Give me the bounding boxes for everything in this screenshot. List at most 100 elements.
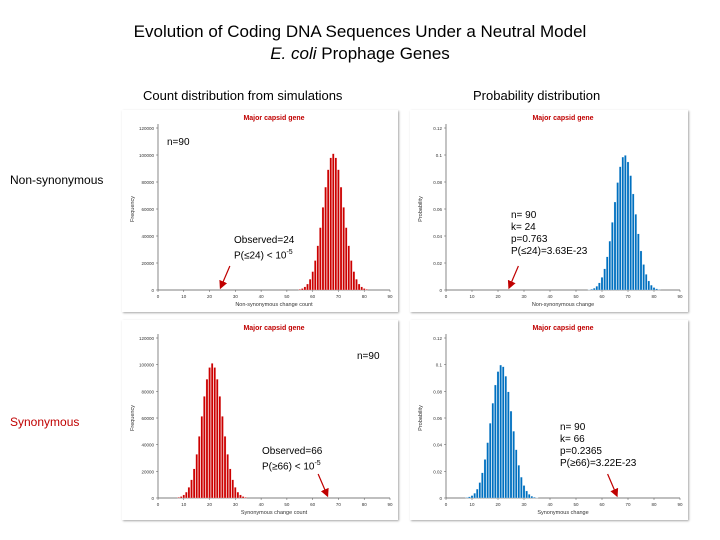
y-tick-label: 40000 [141, 443, 154, 448]
histogram-bar [608, 240, 611, 291]
histogram-bar [590, 289, 593, 291]
histogram-bar [203, 396, 206, 499]
histogram-bar [347, 245, 350, 291]
histogram-bar [319, 227, 322, 291]
histogram-bar [522, 485, 526, 499]
histogram-bar [200, 416, 203, 499]
histogram-bar [221, 416, 224, 499]
histogram-bar [339, 186, 343, 291]
histogram-bar [650, 284, 653, 291]
histogram-bar [494, 384, 497, 499]
histogram-bar [321, 207, 325, 291]
histogram-bar [598, 282, 601, 291]
x-tick-label: 10 [469, 502, 475, 507]
y-tick-label: 0.02 [433, 469, 442, 474]
histogram-bar [360, 286, 363, 291]
stat-line: k= 66 [560, 434, 585, 445]
histogram-bar [499, 364, 502, 499]
x-tick-label: 80 [651, 502, 657, 507]
histogram-bar [478, 482, 481, 499]
histogram-bar [236, 491, 240, 499]
histogram-bar [634, 214, 637, 291]
y-tick-label: 0.12 [433, 336, 442, 341]
histogram-bar [595, 286, 598, 291]
histogram-bar [642, 264, 645, 291]
histogram-bar [632, 193, 635, 291]
x-tick-label: 80 [651, 294, 657, 299]
stat-line: P(≥66)=3.22E-23 [560, 458, 637, 469]
histogram-bar [520, 476, 523, 499]
y-tick-label: 120000 [139, 336, 155, 341]
x-tick-label: 60 [599, 502, 605, 507]
chart-panel-syn-prob: Major capsid gene 0 0.02 0.04 0.06 0.08 0.1 0.1… [410, 320, 688, 520]
y-tick-label: 0.06 [433, 207, 442, 212]
histogram-bar [332, 153, 335, 291]
stat-line: p=0.763 [511, 234, 548, 245]
histogram-bar [223, 436, 227, 499]
chart-title: Major capsid gene [532, 115, 593, 122]
histogram-bar [218, 396, 222, 499]
binomial-stats-nonsyn: n= 90 k= 24 p=0.763 P(≤24)=3.63E-23 [511, 210, 587, 258]
x-tick-label: 10 [181, 294, 187, 299]
observed-pvalue-syn: P(≥66) < 10-5 [262, 460, 321, 473]
histogram-bar [352, 271, 356, 291]
histogram-bar [483, 459, 487, 499]
x-axis-label: Non-synonymous change count [235, 302, 313, 308]
histogram-bar [593, 288, 596, 291]
observed-annotation-syn: Observed=66 P(≥66) < 10-5 [262, 446, 322, 473]
y-tick-label: 0.08 [433, 389, 442, 394]
histogram-bar [231, 479, 234, 499]
y-tick-label: 0 [151, 496, 154, 501]
histogram-bar [504, 376, 507, 499]
histogram-bar [303, 286, 307, 291]
histogram-bar [326, 169, 330, 291]
histogram-bar [645, 274, 648, 291]
histogram-bar [481, 472, 484, 499]
x-tick-label: 80 [362, 502, 368, 507]
x-tick-label: 10 [469, 294, 475, 299]
y-axis-label: Probability [418, 405, 424, 431]
y-tick-label: 0 [439, 496, 442, 501]
histogram-bar [647, 280, 650, 291]
histogram-bar [350, 260, 353, 291]
histogram-bar [470, 495, 474, 499]
histogram-bar [652, 287, 656, 291]
histogram-bar [216, 379, 219, 499]
observed-arrow [607, 473, 619, 498]
histogram-bar [486, 442, 489, 499]
y-tick-label: 0 [439, 288, 442, 293]
observed-arrow [219, 265, 231, 290]
y-tick-label: 0.06 [433, 416, 442, 421]
x-tick-label: 60 [310, 502, 316, 507]
histogram-bar [655, 288, 658, 291]
chart-panel-nonsyn-count: Major capsid gene 0 20000 40000 60000 80000 10… [122, 110, 398, 312]
histogram-bar [329, 157, 332, 291]
x-tick-label: 70 [336, 294, 342, 299]
histogram-bar [629, 175, 632, 291]
histogram-bar [465, 497, 468, 499]
y-axis-label: Probability [418, 196, 424, 222]
x-tick-label: 0 [157, 294, 160, 299]
histogram-bar [517, 465, 520, 499]
y-tick-label: 80000 [141, 389, 154, 394]
x-tick-label: 20 [495, 294, 501, 299]
x-tick-label: 20 [495, 502, 501, 507]
histogram-bar [365, 289, 368, 291]
histogram-bar [626, 161, 630, 291]
x-tick-label: 30 [521, 502, 527, 507]
histogram-bar [213, 367, 216, 499]
y-tick-label: 0.04 [433, 234, 442, 239]
histogram-bar [324, 186, 327, 291]
histogram-bar [639, 250, 643, 291]
y-tick-label: 60000 [141, 416, 154, 421]
page-subtitle: E. coli Prophage Genes [0, 44, 720, 64]
histogram-bar [301, 288, 304, 291]
histogram-bar [515, 449, 518, 499]
y-tick-label: 60000 [141, 207, 154, 212]
page-title: Evolution of Coding DNA Sequences Under … [133, 22, 587, 41]
x-tick-label: 50 [573, 502, 579, 507]
histogram-bar [337, 169, 340, 291]
histogram-bar [473, 493, 476, 499]
histogram-bar [208, 367, 211, 499]
y-tick-label: 20000 [141, 469, 154, 474]
